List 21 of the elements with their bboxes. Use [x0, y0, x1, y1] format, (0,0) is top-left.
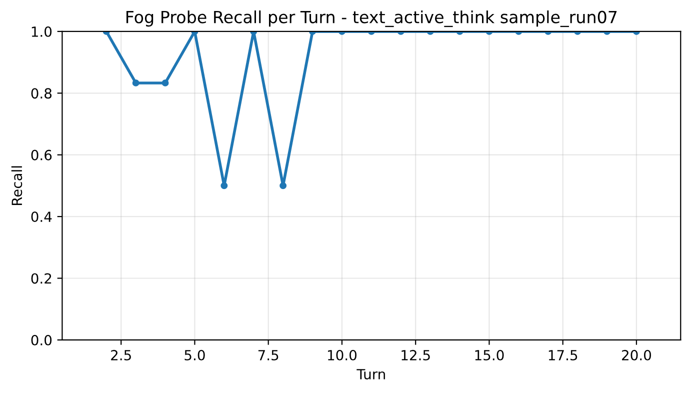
- x-axis-title: Turn: [356, 369, 385, 380]
- x-tick-label: 17.5: [548, 350, 578, 360]
- x-tick-label: 20.0: [622, 350, 651, 360]
- x-tick-label: 12.5: [402, 350, 430, 360]
- y-tick-label: 0.0: [31, 334, 52, 346]
- point: [132, 79, 140, 86]
- x-tick-label: 15.0: [475, 350, 504, 360]
- x-tick-label: 2.5: [111, 350, 131, 360]
- chart-title: Fog Probe Recall per Turn - text_active_think sample_run07: [126, 10, 617, 28]
- x-tick-label: 10.0: [328, 350, 357, 360]
- y-tick-label: 0.2: [31, 273, 52, 284]
- x-tick-label: 7.5: [258, 350, 278, 360]
- y-tick-label: 0.8: [31, 88, 52, 99]
- point: [280, 182, 287, 190]
- y-tick-label: 0.6: [31, 150, 52, 160]
- y-tick-label: 0.4: [31, 212, 52, 222]
- x-tick-label: 5.0: [184, 350, 205, 360]
- y-tick-label: 1.0: [32, 26, 52, 37]
- y-axis-title: Recall: [11, 166, 22, 206]
- point: [220, 182, 228, 190]
- point: [162, 79, 169, 86]
